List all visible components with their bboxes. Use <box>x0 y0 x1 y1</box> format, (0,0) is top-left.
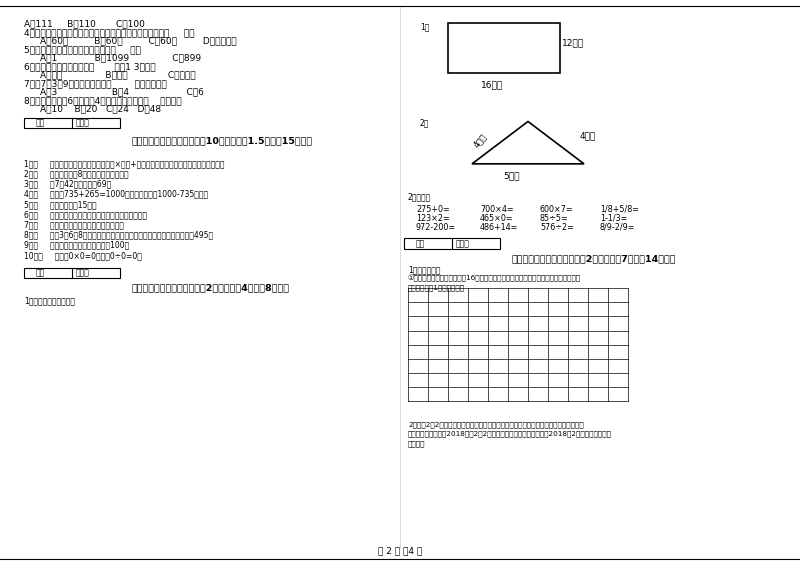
Text: 5．（     ）李老师身高15米。: 5．（ ）李老师身高15米。 <box>24 200 97 209</box>
Text: 4．时针从上一个数字到相邻的下一个数字，经过的时间是（     ）。: 4．时针从上一个数字到相邻的下一个数字，经过的时间是（ ）。 <box>24 28 194 37</box>
Text: 5．最小三位数和最大三位数的和是（     ）。: 5．最小三位数和最大三位数的和是（ ）。 <box>24 45 141 54</box>
Text: 1．动手操作。: 1．动手操作。 <box>408 266 441 275</box>
Text: 1/8+5/8=: 1/8+5/8= <box>600 205 639 214</box>
Text: 6．按农历计算，有的年份（       ）有1 3个月。: 6．按农历计算，有的年份（ ）有1 3个月。 <box>24 62 156 71</box>
Text: 16厘米: 16厘米 <box>481 80 503 89</box>
Text: 评卷人: 评卷人 <box>76 119 90 128</box>
Text: 1．（     ）有余数除法的验算方法是「商×除数+余数」，看得到的结果是否与被除数相等。: 1．（ ）有余数除法的验算方法是「商×除数+余数」，看得到的结果是否与被除数相等… <box>24 159 225 168</box>
Text: 答问题。: 答问题。 <box>408 440 426 447</box>
Text: 8．（     ）用3、6、8这三个数字组成的最大三位数与最小三位数，它们相差495。: 8．（ ）用3、6、8这三个数字组成的最大三位数与最小三位数，它们相差495。 <box>24 231 213 240</box>
Bar <box>448 23 560 73</box>
Text: 700×4=: 700×4= <box>480 205 514 214</box>
Text: A．111     B．110       C．100: A．111 B．110 C．100 <box>24 20 145 29</box>
Bar <box>24 118 120 128</box>
Text: 得分: 得分 <box>36 119 46 128</box>
Text: 8．一个长方形长6厘米，割4厘米，它的周长是（    ）厘米。: 8．一个长方形长6厘米，割4厘米，它的周长是（ ）厘米。 <box>24 96 182 105</box>
Text: 1-1/3=: 1-1/3= <box>600 214 627 223</box>
Text: 465×0=: 465×0= <box>480 214 514 223</box>
Text: A．1             B．1099               C．899: A．1 B．1099 C．899 <box>40 54 201 63</box>
Text: 576÷2=: 576÷2= <box>540 223 574 232</box>
Text: 7．（     ）小明面对着东方时，背对着西方。: 7．（ ）小明面对着东方时，背对着西方。 <box>24 220 124 229</box>
Text: 2．: 2． <box>420 119 430 128</box>
Text: 评卷人: 评卷人 <box>76 268 90 277</box>
Text: 得分: 得分 <box>416 239 426 248</box>
Text: 评卷人: 评卷人 <box>456 239 470 248</box>
Text: 四、看清题目，细心计算（划2小题，每题4分，划8分）。: 四、看清题目，细心计算（划2小题，每题4分，划8分）。 <box>132 284 290 293</box>
Text: 然资源和生态环境、2018年的2月2日是星期五，请你根据信息判作2018年2月份的月历，并回: 然资源和生态环境、2018年的2月2日是星期五，请你根据信息判作2018年2月份… <box>408 431 612 437</box>
Text: 8/9-2/9=: 8/9-2/9= <box>600 223 635 232</box>
Text: A．10    B．20   C．24   D．48: A．10 B．20 C．24 D．48 <box>40 105 161 114</box>
Text: 486+14=: 486+14= <box>480 223 518 232</box>
Text: 123×2=: 123×2= <box>416 214 450 223</box>
Text: A．60秒         B．60分         C．60时         D．无法确定: A．60秒 B．60分 C．60时 D．无法确定 <box>40 37 237 46</box>
Text: 2．每年2月2日是世界湿地日。在这一天，世界各国都举行不同形式的活动来宣传保护自: 2．每年2月2日是世界湿地日。在这一天，世界各国都举行不同形式的活动来宣传保护自 <box>408 421 584 428</box>
Text: 4分米: 4分米 <box>472 131 488 149</box>
Text: 275+0=: 275+0= <box>416 205 450 214</box>
Text: 6．（     ）所有的大月都是单月，所有的小月都是双月。: 6．（ ）所有的大月都是单月，所有的小月都是双月。 <box>24 210 147 219</box>
Text: 7．用7、3、9三个数字可组成（        ）个三位数。: 7．用7、3、9三个数字可组成（ ）个三位数。 <box>24 79 166 88</box>
Text: 2、口算：: 2、口算： <box>408 192 431 201</box>
Text: 五、认真思考，综合能力（划2小题，每题7分，刑14分）。: 五、认真思考，综合能力（划2小题，每题7分，刑14分）。 <box>512 254 677 263</box>
Text: 972-200=: 972-200= <box>416 223 456 232</box>
Text: A．一定               B．可能              C．不可能: A．一定 B．可能 C．不可能 <box>40 71 196 80</box>
Text: 9．（     ）两个面积单位之间的进率是100。: 9．（ ）两个面积单位之间的进率是100。 <box>24 241 130 250</box>
Text: 第 2 页 兲4 页: 第 2 页 兲4 页 <box>378 546 422 555</box>
Text: 85÷5=: 85÷5= <box>540 214 569 223</box>
Text: 得分: 得分 <box>36 268 46 277</box>
Text: 3．（     ）7个42相加的和是69。: 3．（ ）7个42相加的和是69。 <box>24 180 111 189</box>
Text: （每一小格为1平方厘米）。: （每一小格为1平方厘米）。 <box>408 284 465 291</box>
Bar <box>24 268 120 278</box>
Text: 1．求下面图形的周长。: 1．求下面图形的周长。 <box>24 296 75 305</box>
Text: 4．（     ）根据735+265=1000，可以直接写出1000-735的差。: 4．（ ）根据735+265=1000，可以直接写出1000-735的差。 <box>24 190 208 199</box>
Text: 1．: 1． <box>420 23 430 32</box>
Text: 2．（     ）一个两位卩8，积一定也是两位数。: 2．（ ）一个两位卩8，积一定也是两位数。 <box>24 170 129 179</box>
Text: 10．（     ）因为0×0=0，所以0÷0=0。: 10．（ ）因为0×0=0，所以0÷0=0。 <box>24 251 142 260</box>
Text: 12厘米: 12厘米 <box>562 38 585 47</box>
Text: 三、仔细推敲，正确判断（刑10小题，每题1.5分，刑15分）。: 三、仔细推敲，正确判断（刑10小题，每题1.5分，刑15分）。 <box>132 137 313 146</box>
Text: 600×7=: 600×7= <box>540 205 574 214</box>
Text: ①在下面方格纸上画出面积是16平方厘米的长方形和正方形，标出相应的长、宽或边长: ①在下面方格纸上画出面积是16平方厘米的长方形和正方形，标出相应的长、宽或边长 <box>408 275 582 282</box>
Text: 5分米: 5分米 <box>504 172 520 181</box>
Bar <box>404 238 500 249</box>
Text: 4分米: 4分米 <box>580 131 596 140</box>
Text: A．3                   B．4                    C．6: A．3 B．4 C．6 <box>40 88 204 97</box>
Polygon shape <box>472 121 584 164</box>
